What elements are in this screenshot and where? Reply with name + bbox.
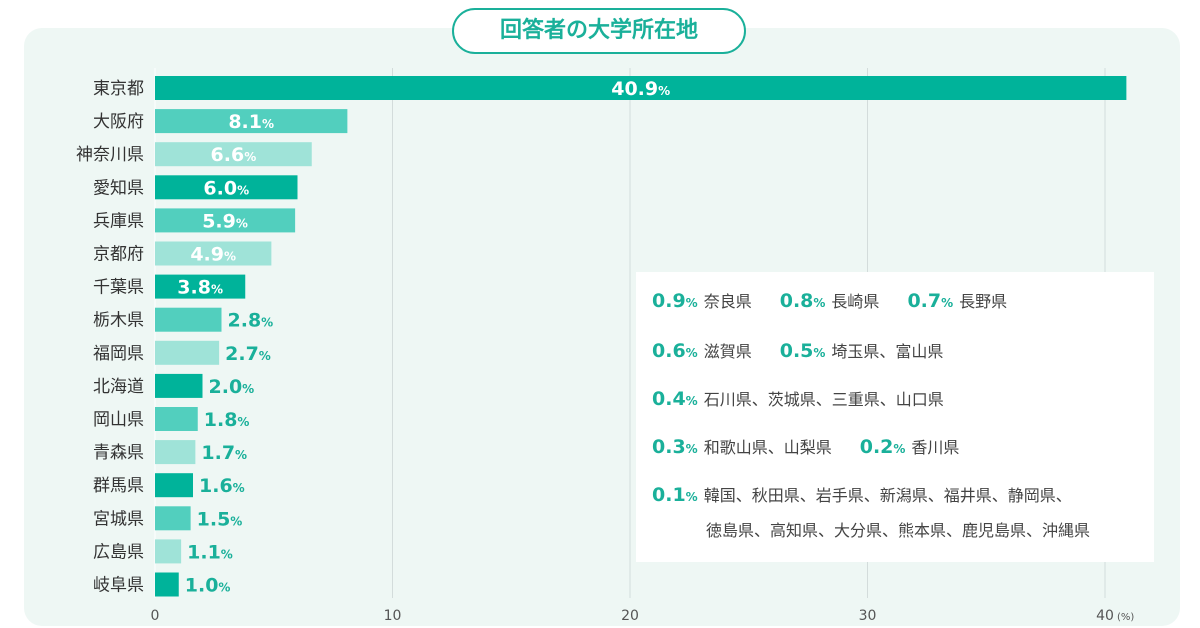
chart-title: 回答者の大学所在地 bbox=[452, 8, 746, 54]
others-entry: 0.2% 香川県 bbox=[860, 434, 960, 458]
x-tick-label: 40 bbox=[1096, 608, 1114, 624]
category-label: 岐阜県 bbox=[93, 576, 144, 596]
others-entry: 0.5% 埼玉県、富山県 bbox=[780, 338, 944, 362]
data-label: 2.8% bbox=[228, 310, 274, 332]
category-label: 愛知県 bbox=[93, 178, 144, 198]
category-label: 福岡県 bbox=[93, 344, 144, 364]
data-label: 1.1% bbox=[187, 541, 233, 563]
x-tick-label: 20 bbox=[621, 608, 639, 624]
data-label: 3.8% bbox=[177, 277, 223, 299]
category-label: 京都府 bbox=[93, 245, 144, 265]
others-pct: 0.3% bbox=[652, 436, 698, 458]
category-label: 広島県 bbox=[93, 542, 144, 562]
others-pct: 0.1% bbox=[652, 484, 698, 506]
data-label: 5.9% bbox=[202, 210, 248, 232]
bar bbox=[155, 76, 1127, 100]
bar bbox=[155, 175, 298, 200]
others-entry: 0.8% 長崎県 bbox=[780, 288, 880, 312]
others-pct: 0.5% bbox=[779, 340, 826, 362]
category-label: 宮城県 bbox=[93, 509, 144, 529]
category-label: 大阪府 bbox=[93, 112, 144, 132]
others-entry: 0.6% 滋賀県 bbox=[652, 338, 752, 362]
others-places: 滋賀県 bbox=[703, 342, 752, 361]
category-label: 北海道 bbox=[93, 377, 144, 397]
category-label: 岡山県 bbox=[93, 410, 144, 430]
others-entry: 0.4% 石川県、茨城県、三重県、山口県 bbox=[652, 386, 944, 410]
others-places: 和歌山県、山梨県 bbox=[703, 438, 832, 457]
bar bbox=[155, 307, 222, 332]
category-label: 栃木県 bbox=[93, 311, 144, 331]
category-label: 群馬県 bbox=[93, 476, 144, 496]
bar bbox=[155, 340, 220, 365]
data-label: 8.1% bbox=[228, 111, 274, 133]
category-label: 青森県 bbox=[93, 443, 144, 463]
data-label: 40.9% bbox=[611, 78, 670, 100]
data-label: 1.5% bbox=[197, 508, 243, 530]
others-pct: 0.7% bbox=[907, 290, 954, 312]
others-entry: 0.9% 奈良県 bbox=[652, 288, 752, 312]
others-places: 香川県 bbox=[911, 438, 960, 457]
bar bbox=[155, 241, 272, 266]
bar bbox=[155, 142, 312, 167]
data-label: 4.9% bbox=[190, 244, 236, 266]
bar bbox=[155, 274, 246, 299]
data-label: 2.0% bbox=[209, 376, 255, 398]
others-pct: 0.4% bbox=[652, 388, 698, 410]
others-row-5: 0.1% 韓国、秋田県、岩手県、新潟県、福井県、静岡県、 bbox=[652, 482, 1072, 506]
category-label: 東京都 bbox=[93, 79, 144, 99]
others-row-3: 0.4% 石川県、茨城県、三重県、山口県 bbox=[652, 386, 944, 410]
x-tick-label: 10 bbox=[384, 608, 402, 624]
bar bbox=[155, 572, 179, 597]
others-pct: 0.8% bbox=[779, 290, 826, 312]
others-places: 石川県、茨城県、三重県、山口県 bbox=[703, 390, 944, 409]
bar bbox=[155, 440, 196, 465]
others-pct: 0.6% bbox=[652, 340, 698, 362]
bar bbox=[155, 473, 193, 498]
others-places: 長崎県 bbox=[831, 292, 880, 311]
others-pct: 0.9% bbox=[652, 290, 698, 312]
data-label: 1.8% bbox=[204, 409, 250, 431]
category-label: 兵庫県 bbox=[93, 211, 144, 231]
others-pct: 0.2% bbox=[859, 436, 906, 458]
others-entry: 0.3% 和歌山県、山梨県 bbox=[652, 434, 832, 458]
data-label: 2.7% bbox=[225, 343, 271, 365]
bar bbox=[155, 407, 198, 431]
bar bbox=[155, 109, 348, 134]
others-entry: 0.7% 長野県 bbox=[907, 288, 1007, 312]
x-axis-unit: (%) bbox=[1117, 612, 1134, 623]
data-label: 1.7% bbox=[201, 442, 247, 464]
bar bbox=[155, 539, 182, 564]
category-label: 千葉県 bbox=[93, 278, 144, 298]
data-label: 6.0% bbox=[203, 177, 249, 199]
bar bbox=[155, 208, 296, 233]
others-row-2: 0.6% 滋賀県 0.5% 埼玉県、富山県 bbox=[652, 338, 943, 362]
bar bbox=[155, 373, 203, 398]
others-entry: 0.1% 韓国、秋田県、岩手県、新潟県、福井県、静岡県、 bbox=[652, 482, 1072, 506]
other-prefectures-box: 0.9% 奈良県 0.8% 長崎県 0.7% 長野県 0.6% 滋賀県 0.5% 埼玉県、富山県… bbox=[636, 272, 1154, 562]
others-row-4: 0.3% 和歌山県、山梨県 0.2% 香川県 bbox=[652, 434, 959, 458]
others-places: 奈良県 bbox=[703, 292, 752, 311]
data-label: 1.0% bbox=[185, 575, 231, 597]
others-row-1: 0.9% 奈良県 0.8% 長崎県 0.7% 長野県 bbox=[652, 288, 1007, 312]
others-places: 韓国、秋田県、岩手県、新潟県、福井県、静岡県、 bbox=[703, 486, 1072, 505]
others-places: 長野県 bbox=[959, 292, 1008, 311]
others-row-5-continuation: 徳島県、高知県、大分県、熊本県、鹿児島県、沖縄県 bbox=[706, 521, 1091, 540]
data-label: 1.6% bbox=[199, 475, 245, 497]
bar bbox=[155, 506, 191, 531]
data-label: 6.6% bbox=[211, 144, 257, 166]
category-label: 神奈川県 bbox=[76, 145, 144, 165]
others-places: 埼玉県、富山県 bbox=[831, 342, 944, 361]
x-tick-label: 30 bbox=[859, 608, 877, 624]
x-tick-label: 0 bbox=[151, 608, 160, 624]
